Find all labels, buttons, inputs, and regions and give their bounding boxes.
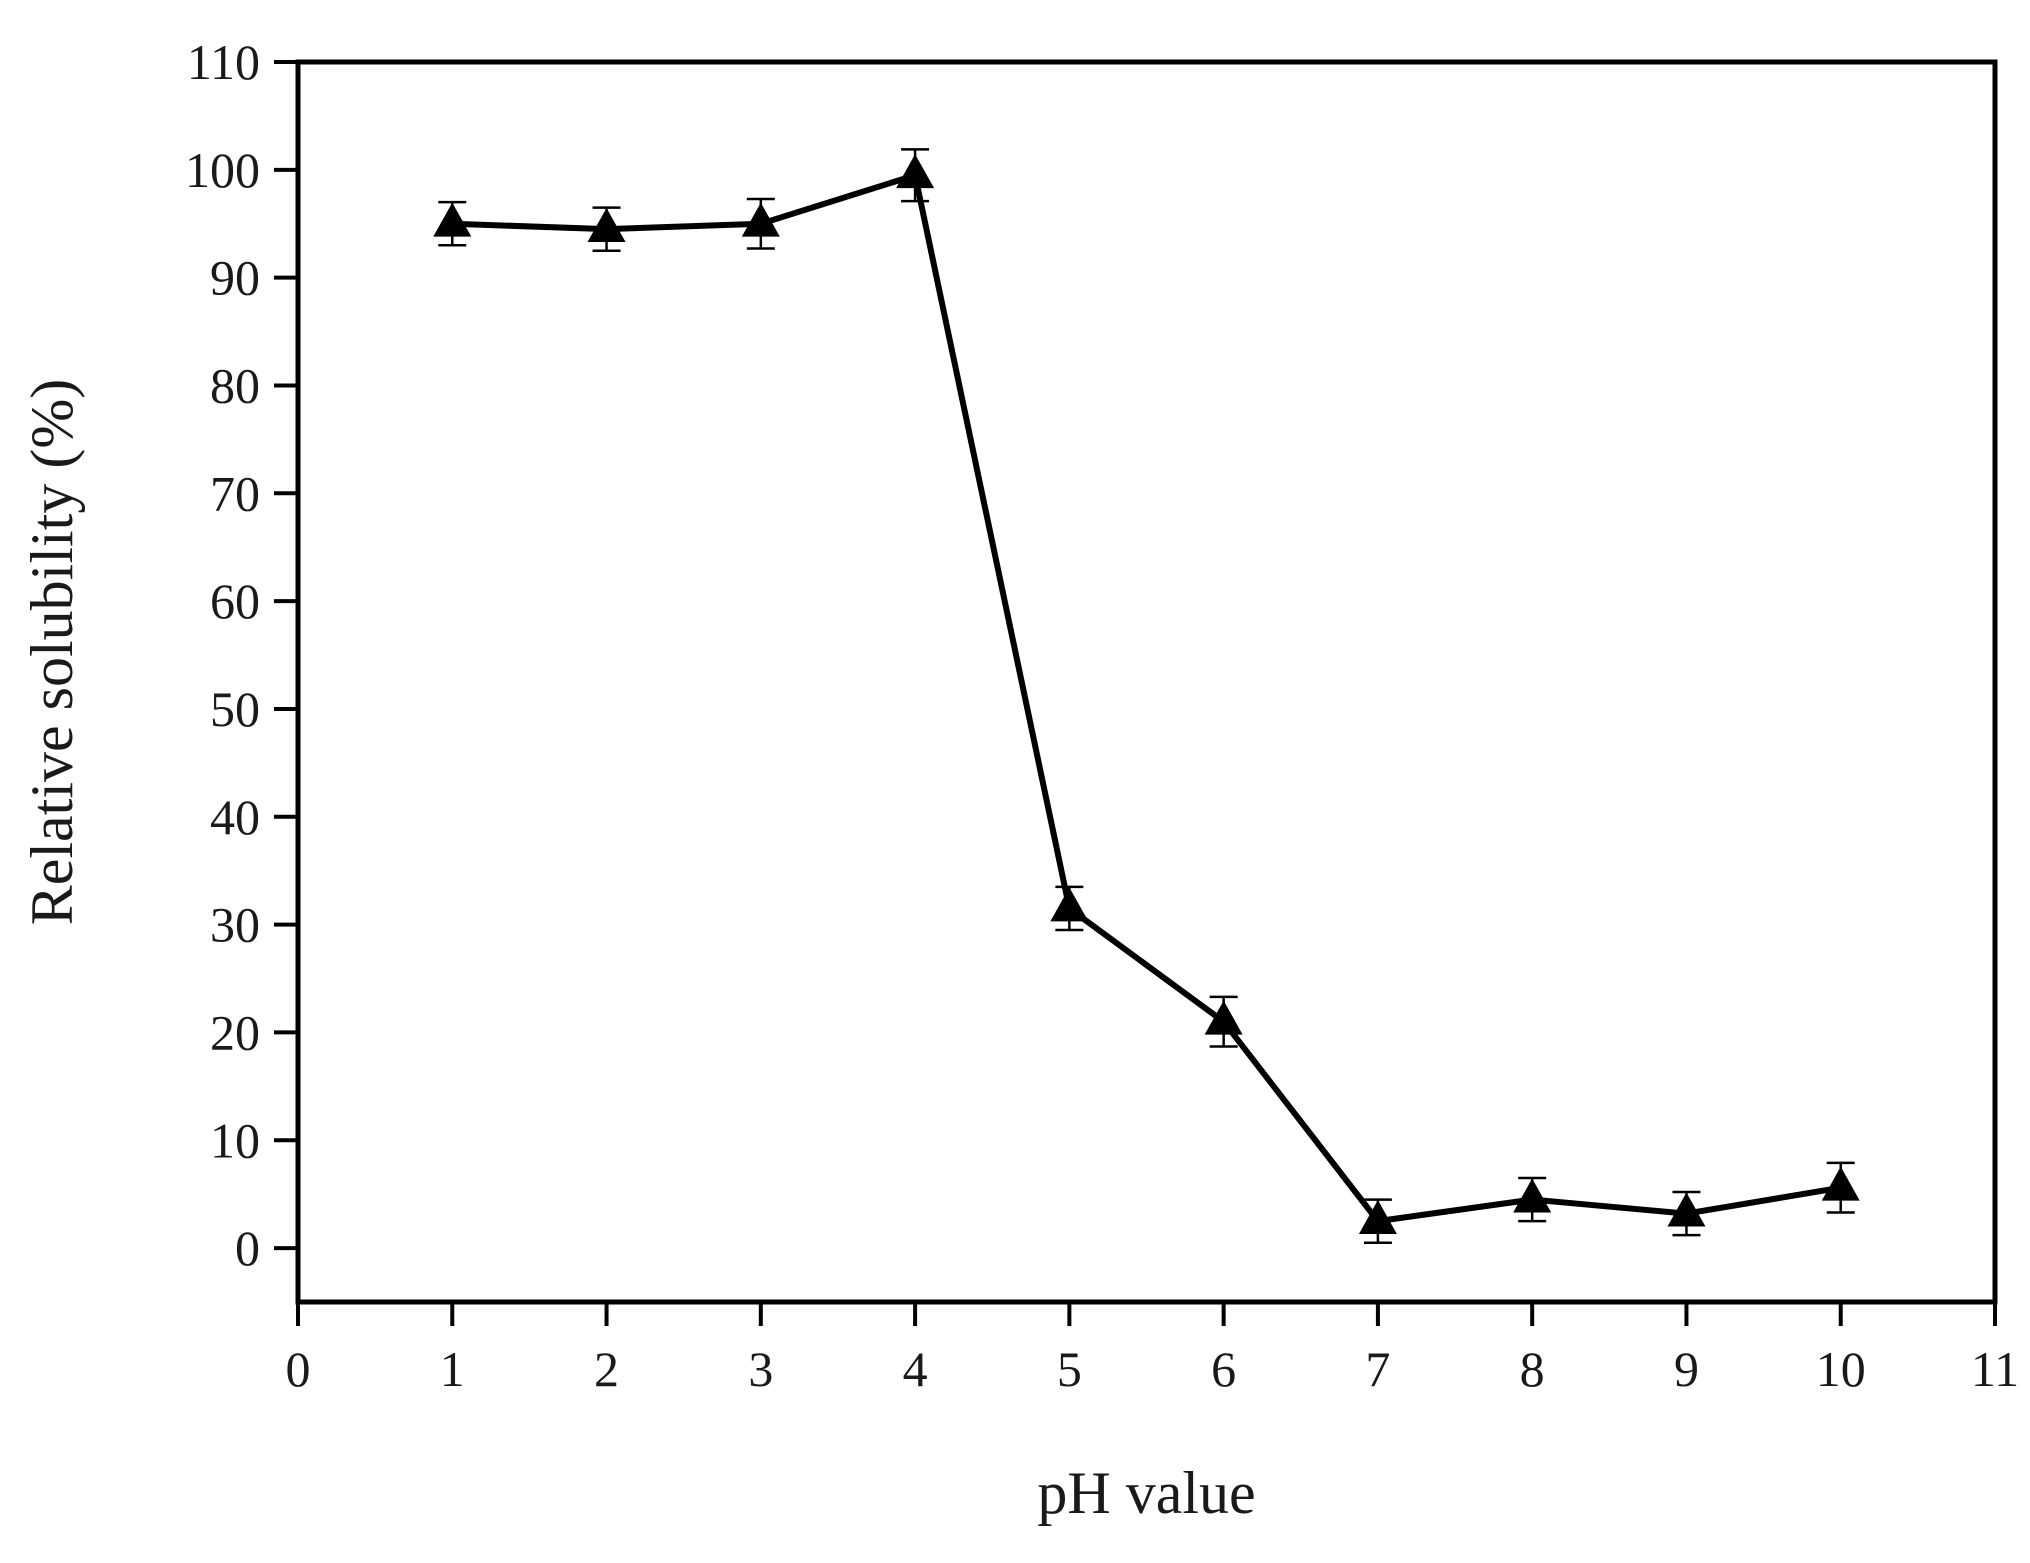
x-tick-label: 2 xyxy=(594,1341,619,1397)
series-line xyxy=(452,172,1842,1225)
y-tick-label: 70 xyxy=(210,465,260,521)
data-point xyxy=(1050,887,1089,922)
x-tick-label: 3 xyxy=(748,1341,773,1397)
y-tick-label: 10 xyxy=(210,1112,260,1168)
data-point xyxy=(896,154,935,189)
x-tick-label: 1 xyxy=(440,1341,465,1397)
data-point xyxy=(433,202,472,237)
y-tick-label: 100 xyxy=(185,142,260,198)
y-tick-label: 110 xyxy=(187,34,260,90)
x-tick-label: 6 xyxy=(1211,1341,1236,1397)
y-tick-label: 90 xyxy=(210,250,260,306)
y-axis-title: Relative solubility (%) xyxy=(19,379,85,926)
data-point xyxy=(1358,1200,1397,1235)
y-tick-label: 80 xyxy=(210,357,260,413)
data-point xyxy=(1667,1192,1706,1227)
x-tick-label: 9 xyxy=(1674,1341,1699,1397)
x-tick-label: 5 xyxy=(1057,1341,1082,1397)
data-point xyxy=(1204,1000,1243,1035)
data-point xyxy=(1821,1166,1860,1201)
data-point xyxy=(587,208,626,243)
x-tick-label: 11 xyxy=(1971,1341,2019,1397)
x-axis-title: pH value xyxy=(1037,1460,1255,1526)
x-tick-label: 7 xyxy=(1365,1341,1390,1397)
x-tick-label: 8 xyxy=(1520,1341,1545,1397)
y-tick-label: 40 xyxy=(210,789,260,845)
data-point xyxy=(741,202,780,237)
x-tick-label: 4 xyxy=(903,1341,928,1397)
x-tick-label: 0 xyxy=(286,1341,311,1397)
y-tick-label: 50 xyxy=(210,681,260,737)
y-tick-label: 0 xyxy=(235,1220,260,1276)
y-tick-label: 20 xyxy=(210,1004,260,1060)
data-point xyxy=(1513,1178,1552,1213)
plot-frame xyxy=(295,59,1998,1305)
y-tick-label: 60 xyxy=(210,573,260,629)
x-tick-label: 10 xyxy=(1816,1341,1866,1397)
y-tick-label: 30 xyxy=(210,897,260,953)
